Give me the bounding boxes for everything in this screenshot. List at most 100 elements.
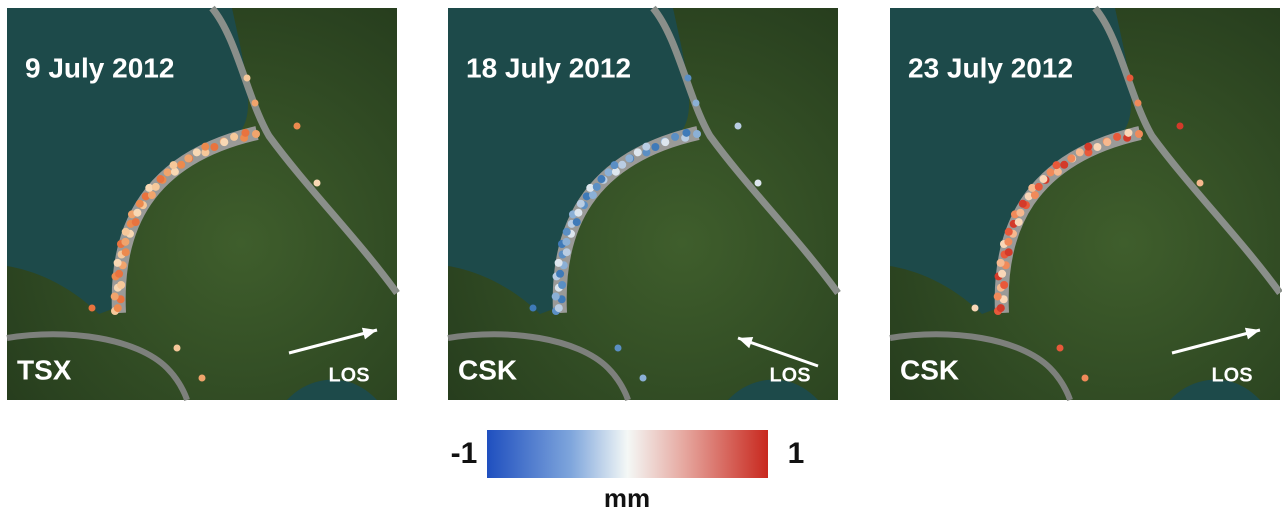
ps-point bbox=[563, 248, 571, 256]
ps-point bbox=[133, 209, 141, 217]
sensor-label: CSK bbox=[458, 354, 517, 385]
ps-point bbox=[1019, 200, 1027, 208]
map-panel: 9 July 2012 TSX LOS bbox=[7, 8, 397, 400]
ps-point bbox=[122, 228, 130, 236]
ps-point bbox=[201, 143, 209, 151]
ps-point bbox=[593, 183, 601, 191]
ps-point bbox=[552, 292, 560, 300]
ps-point bbox=[1004, 238, 1012, 246]
ps-point bbox=[589, 191, 597, 199]
ps-point bbox=[642, 143, 650, 151]
ps-point bbox=[1016, 209, 1024, 217]
colorbar bbox=[487, 430, 768, 478]
ps-point bbox=[252, 100, 259, 107]
ps-point bbox=[573, 218, 581, 226]
colorbar-unit: mm bbox=[604, 483, 650, 513]
colorbar-max: 1 bbox=[788, 437, 805, 470]
ps-point bbox=[605, 168, 613, 176]
ps-point bbox=[111, 292, 119, 300]
ps-point bbox=[117, 281, 125, 289]
ps-point bbox=[1076, 148, 1084, 156]
ps-point bbox=[164, 168, 172, 176]
ps-point bbox=[174, 345, 181, 352]
ps-point bbox=[1052, 161, 1060, 169]
ps-point bbox=[1057, 345, 1064, 352]
ps-point bbox=[152, 183, 160, 191]
ps-point bbox=[121, 238, 129, 246]
ps-point bbox=[1005, 228, 1013, 236]
ps-point bbox=[220, 138, 228, 146]
ps-point bbox=[597, 175, 605, 183]
ps-point bbox=[1135, 100, 1142, 107]
ps-point bbox=[693, 130, 701, 138]
ps-point bbox=[89, 305, 96, 312]
ps-point bbox=[1127, 75, 1134, 82]
ps-point bbox=[735, 123, 742, 130]
ps-point bbox=[252, 130, 260, 138]
ps-point bbox=[610, 161, 618, 169]
los-label: LOS bbox=[328, 364, 369, 386]
ps-point bbox=[1113, 133, 1121, 141]
ps-point bbox=[994, 292, 1002, 300]
ps-point bbox=[1031, 191, 1039, 199]
ps-point bbox=[625, 154, 633, 162]
ps-point bbox=[156, 175, 164, 183]
ps-point bbox=[574, 209, 582, 217]
ps-point bbox=[562, 238, 570, 246]
ps-point bbox=[1082, 375, 1089, 382]
ps-point bbox=[755, 180, 762, 187]
ps-point bbox=[685, 75, 692, 82]
acquisition-date: 9 July 2012 bbox=[25, 52, 174, 83]
ps-point bbox=[122, 248, 130, 256]
ps-point bbox=[241, 129, 249, 137]
map-panel: 18 July 2012 CSK LOS bbox=[448, 8, 838, 400]
ps-point bbox=[148, 191, 156, 199]
ps-point bbox=[132, 218, 140, 226]
ps-point bbox=[555, 304, 563, 312]
ps-point bbox=[577, 200, 585, 208]
ps-point bbox=[114, 304, 122, 312]
ps-point bbox=[1135, 130, 1143, 138]
ps-point bbox=[115, 270, 123, 278]
ps-point bbox=[682, 129, 690, 137]
ps-point bbox=[199, 375, 206, 382]
ps-point bbox=[114, 259, 122, 267]
ps-point bbox=[1197, 180, 1204, 187]
sensor-label: CSK bbox=[900, 354, 959, 385]
ps-point bbox=[1060, 161, 1068, 169]
ps-point bbox=[556, 270, 564, 278]
ps-point bbox=[1177, 123, 1184, 130]
ps-point bbox=[1093, 143, 1101, 151]
acquisition-date: 18 July 2012 bbox=[466, 52, 631, 83]
ps-point bbox=[230, 133, 238, 141]
ps-point bbox=[671, 133, 679, 141]
ps-point bbox=[169, 161, 177, 169]
ps-point bbox=[1047, 168, 1055, 176]
ps-point bbox=[210, 143, 218, 151]
ps-point bbox=[1039, 175, 1047, 183]
ps-point bbox=[661, 138, 669, 146]
ps-point bbox=[998, 270, 1006, 278]
ps-point bbox=[558, 281, 566, 289]
ps-point bbox=[1084, 143, 1092, 151]
ps-point bbox=[1067, 154, 1075, 162]
ps-point bbox=[1124, 129, 1132, 137]
ps-point bbox=[972, 305, 979, 312]
ps-point bbox=[615, 345, 622, 352]
ps-point bbox=[634, 148, 642, 156]
ps-point bbox=[314, 180, 321, 187]
ps-point bbox=[530, 305, 537, 312]
ps-point bbox=[1000, 281, 1008, 289]
ps-point bbox=[294, 123, 301, 130]
ps-point bbox=[618, 161, 626, 169]
los-label: LOS bbox=[769, 364, 810, 386]
ps-point bbox=[1103, 138, 1111, 146]
ps-point bbox=[1035, 183, 1043, 191]
ps-point bbox=[693, 100, 700, 107]
ps-point bbox=[193, 148, 201, 156]
sensor-label: TSX bbox=[17, 354, 72, 385]
ps-point bbox=[997, 304, 1005, 312]
ps-point bbox=[640, 375, 647, 382]
ps-point bbox=[555, 259, 563, 267]
